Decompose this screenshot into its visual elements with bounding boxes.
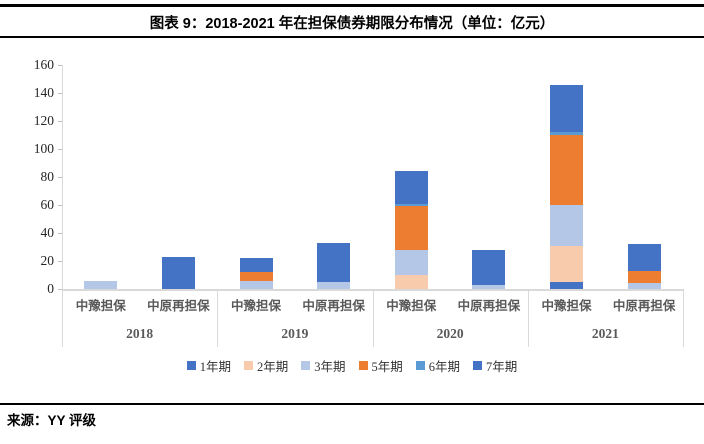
bar-segment-5年期: [239, 272, 273, 281]
legend-label: 2年期: [256, 360, 289, 374]
legend-swatch-icon: [473, 361, 483, 370]
legend-item: 3年期: [301, 356, 346, 375]
legend-label: 5年期: [371, 360, 403, 374]
bar-segment-3年期: [84, 280, 118, 289]
bar-category-label: 中豫担保: [75, 299, 126, 313]
bar-category-label: 中原再担保: [302, 299, 365, 313]
legend-item: 7年期: [473, 356, 517, 375]
bar-segment-5年期: [394, 206, 428, 250]
legend-swatch-icon: [301, 361, 311, 370]
y-axis-tick: [58, 121, 62, 122]
y-tick-label: 80: [40, 169, 55, 184]
y-axis-line: [62, 65, 63, 289]
y-tick-label: 120: [33, 113, 54, 128]
y-axis-tick: [58, 177, 62, 178]
bar-segment-3年期: [550, 205, 584, 246]
y-axis-tick: [58, 93, 62, 94]
bar-segment-7年期: [472, 249, 506, 285]
bar-category-label: 中豫担保: [541, 299, 592, 313]
bar-segment-3年期: [239, 280, 273, 289]
group-year-label: 2020: [436, 326, 464, 341]
legend-swatch-icon: [186, 361, 196, 370]
legend-item: 2年期: [243, 356, 289, 375]
bar-segment-7年期: [627, 244, 661, 271]
bar-segment-3年期: [627, 283, 661, 289]
group-separator: [683, 289, 684, 347]
group-separator: [372, 289, 374, 347]
source-divider: [0, 403, 704, 405]
y-tick-label: 40: [40, 225, 55, 240]
legend-label: 3年期: [314, 360, 346, 374]
bar-segment-7年期: [394, 171, 428, 204]
group-separator: [217, 289, 219, 347]
bar-segment-1年期: [550, 282, 584, 289]
bar-segment-7年期: [239, 258, 273, 273]
group-year-label: 2019: [281, 326, 309, 341]
bar-segment-2年期: [394, 275, 428, 289]
y-axis-tick: [58, 205, 62, 206]
legend-label: 7年期: [486, 360, 518, 374]
bar-segment-5年期: [550, 135, 584, 205]
legend-swatch-icon: [243, 361, 253, 370]
bar-segment-7年期: [550, 84, 584, 133]
y-axis-tick: [58, 149, 62, 150]
y-tick-label: 140: [33, 85, 54, 100]
y-axis-tick: [58, 233, 62, 234]
top-divider: [0, 4, 704, 7]
y-tick-label: 20: [40, 253, 55, 268]
bar-segment-7年期: [317, 242, 351, 282]
group-year-label: 2021: [591, 326, 619, 341]
legend-label: 6年期: [428, 360, 461, 374]
legend-item: 6年期: [415, 356, 461, 375]
bar-segment-6年期: [394, 203, 428, 207]
bar-segment-7年期: [161, 256, 195, 289]
legend-item: 1年期: [186, 356, 231, 375]
y-axis-tick: [58, 261, 62, 262]
legend-swatch-icon: [415, 361, 425, 370]
source-note: 来源：YY 评级: [7, 413, 97, 428]
bar-segment-3年期: [472, 284, 506, 289]
y-tick-label: 60: [40, 197, 55, 212]
legend-swatch-icon: [358, 361, 368, 370]
group-separator: [62, 289, 63, 347]
bar-segment-3年期: [317, 282, 351, 289]
legend-label: 1年期: [199, 360, 231, 374]
figure-title: 图表 9：2018-2021 年在担保债券期限分布情况（单位：亿元）: [149, 16, 555, 32]
y-tick-label: 0: [47, 281, 54, 296]
bar-segment-5年期: [627, 270, 661, 284]
bar-segment-6年期: [550, 132, 584, 135]
maturity-distribution-chart: 0 20 40 60 80 100 120 140 160 中豫担保 中原再担保 2018 中豫担保 中原…: [33, 57, 684, 347]
group-year-label: 2018: [126, 326, 154, 341]
y-tick-label: 160: [33, 57, 54, 72]
bar-category-label: 中豫担保: [386, 299, 437, 313]
bar-category-label: 中原再担保: [457, 299, 521, 313]
bar-segment-3年期: [394, 249, 428, 275]
legend-item: 5年期: [358, 356, 403, 375]
bar-segment-2年期: [550, 245, 584, 282]
y-axis-tick: [58, 65, 62, 66]
bar-category-label: 中原再担保: [147, 299, 210, 313]
group-separator: [527, 289, 529, 347]
bar-category-label: 中原再担保: [612, 299, 676, 313]
bar-category-label: 中豫担保: [231, 299, 282, 313]
legend: 1年期 2年期 3年期 5年期 6年期 7年期: [0, 356, 704, 375]
y-axis-tick: [58, 289, 62, 290]
y-tick-label: 100: [33, 141, 54, 156]
title-divider: [0, 36, 704, 38]
